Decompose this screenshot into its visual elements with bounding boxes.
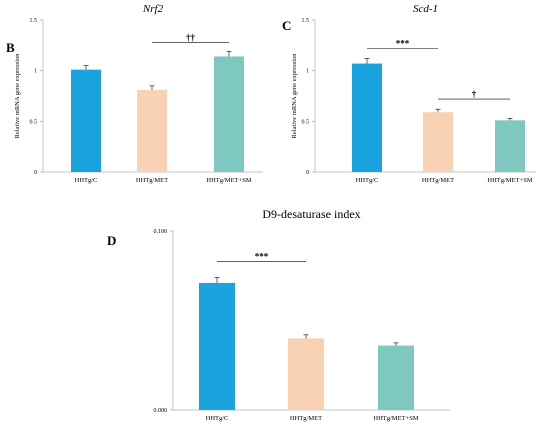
category-label: HHTg/MET — [136, 177, 168, 184]
panel-letter: B — [6, 40, 15, 55]
bar — [495, 120, 525, 172]
bar — [137, 89, 167, 172]
y-tick-label: 1 — [306, 69, 309, 75]
significance-label: †† — [186, 32, 196, 42]
y-tick-label: 1.5 — [30, 18, 38, 24]
significance-label: *** — [255, 251, 269, 261]
bar — [214, 56, 244, 173]
y-tick-label: 0.000 — [154, 408, 168, 414]
y-tick-label: 0 — [34, 170, 37, 176]
panel-letter: D — [107, 233, 116, 248]
y-axis-label: Relative mRNA gene expression — [291, 53, 298, 139]
bar — [378, 345, 414, 410]
y-tick-label: 0.5 — [30, 119, 38, 125]
y-tick-label: 1.5 — [302, 18, 310, 24]
category-label: HHTg/C — [75, 177, 98, 184]
y-tick-label: 0.100 — [154, 229, 168, 235]
bar — [288, 338, 324, 410]
bar — [423, 112, 453, 172]
bar — [71, 69, 101, 172]
y-axis-label: Relative mRNA gene expression — [14, 53, 21, 139]
bar — [199, 282, 235, 410]
chart-title: D9-desaturase index — [262, 207, 360, 221]
y-tick-label: 1 — [34, 69, 37, 75]
category-label: HHTg/MET — [290, 415, 322, 422]
bar — [352, 63, 382, 172]
category-label: HHTg/MET — [422, 177, 454, 184]
chart-title: Nrf2 — [142, 3, 164, 15]
y-tick-label: 0 — [306, 170, 309, 176]
panel-b: B Nrf2 0 0.5 1 1.5 Relative mRNA gene expressi… — [6, 3, 263, 184]
category-label: HHTg/C — [206, 415, 229, 422]
category-label: HHTg/MET+SM — [206, 177, 251, 184]
category-label: HHTg/MET+SM — [487, 177, 532, 184]
significance-label: † — [472, 89, 477, 99]
significance-label: *** — [396, 38, 410, 48]
y-tick-label: 0.5 — [302, 119, 310, 125]
panel-letter: C — [282, 18, 291, 33]
category-label: HHTg/C — [356, 177, 379, 184]
chart-title: Scd-1 — [413, 3, 438, 15]
panel-c: C Scd-1 0 0.5 1 1.5 Relative mRNA gene express… — [282, 3, 536, 184]
category-label: HHTg/MET+SM — [373, 415, 418, 422]
panel-d: D D9-desaturase index 0.000 0.100 HHTg/C HHTg… — [107, 207, 450, 422]
